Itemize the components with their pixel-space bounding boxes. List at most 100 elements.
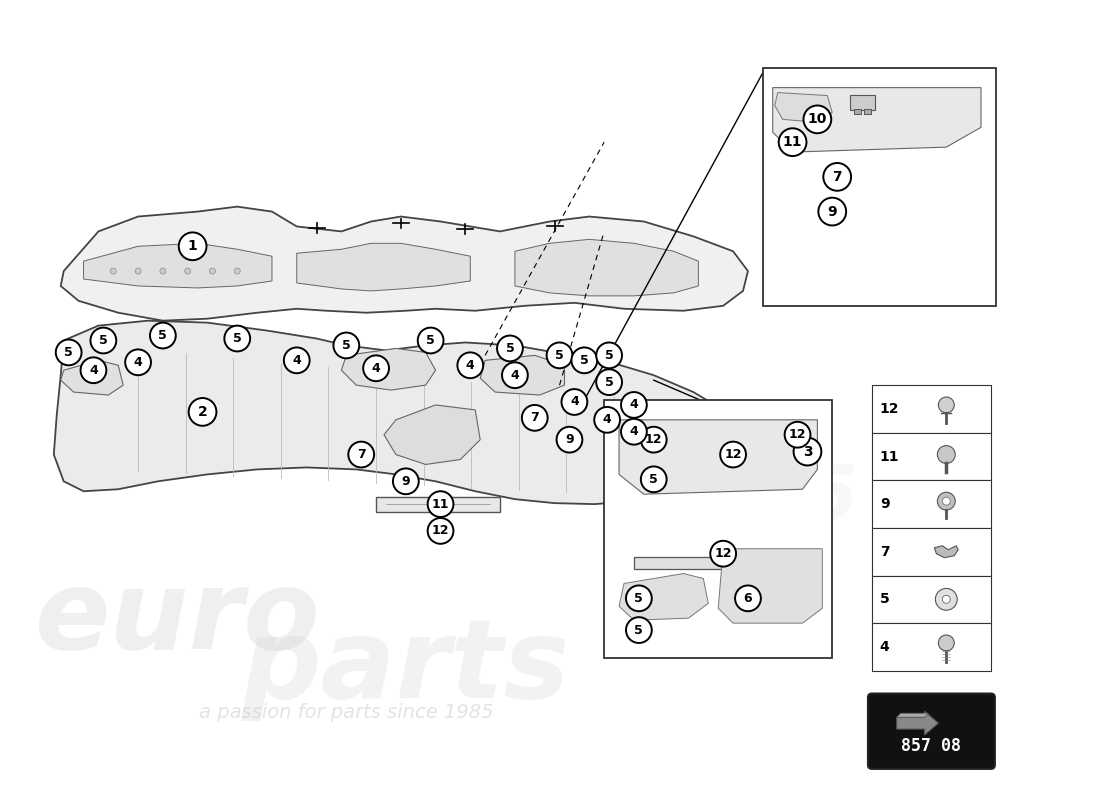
Text: 857 08: 857 08 xyxy=(901,737,961,755)
Text: 7: 7 xyxy=(530,411,539,424)
Polygon shape xyxy=(481,355,564,395)
Circle shape xyxy=(363,355,389,381)
Circle shape xyxy=(711,541,736,566)
Text: 5: 5 xyxy=(342,339,351,352)
Text: a passion for parts since 1985: a passion for parts since 1985 xyxy=(199,703,494,722)
Polygon shape xyxy=(934,546,958,558)
Text: 1985: 1985 xyxy=(647,462,859,536)
Circle shape xyxy=(561,389,587,415)
Text: parts: parts xyxy=(242,614,570,722)
Text: 12: 12 xyxy=(714,547,732,560)
Circle shape xyxy=(90,328,117,354)
Circle shape xyxy=(521,405,548,430)
Text: 1: 1 xyxy=(188,239,198,254)
Bar xyxy=(872,480,991,528)
Polygon shape xyxy=(384,405,481,465)
Circle shape xyxy=(935,589,957,610)
Circle shape xyxy=(393,469,419,494)
Circle shape xyxy=(110,268,117,274)
Text: 12: 12 xyxy=(789,428,806,442)
Circle shape xyxy=(160,268,166,274)
Circle shape xyxy=(333,333,360,358)
Circle shape xyxy=(641,466,667,492)
Text: 12: 12 xyxy=(724,448,741,461)
Bar xyxy=(872,575,991,623)
Text: 5: 5 xyxy=(426,334,434,347)
Circle shape xyxy=(418,328,443,354)
Text: 12: 12 xyxy=(432,525,449,538)
Circle shape xyxy=(803,106,832,134)
Text: 6: 6 xyxy=(744,592,752,605)
Polygon shape xyxy=(619,574,708,620)
Text: 5: 5 xyxy=(635,623,643,637)
Polygon shape xyxy=(84,243,272,288)
Polygon shape xyxy=(718,549,823,623)
Text: 4: 4 xyxy=(466,358,475,372)
Circle shape xyxy=(428,518,453,544)
Circle shape xyxy=(943,497,950,505)
Text: 12: 12 xyxy=(880,402,900,416)
Circle shape xyxy=(150,322,176,349)
Circle shape xyxy=(641,426,667,453)
Circle shape xyxy=(938,635,954,651)
Circle shape xyxy=(224,326,250,351)
Circle shape xyxy=(56,339,81,366)
Bar xyxy=(854,110,861,114)
Circle shape xyxy=(626,617,652,643)
Text: 7: 7 xyxy=(833,170,842,184)
Text: 4: 4 xyxy=(134,356,143,369)
Circle shape xyxy=(596,342,622,368)
Text: 3: 3 xyxy=(803,445,812,458)
Circle shape xyxy=(497,335,522,362)
Text: 4: 4 xyxy=(880,640,890,654)
Circle shape xyxy=(594,407,620,433)
Bar xyxy=(872,528,991,575)
Circle shape xyxy=(189,398,217,426)
Circle shape xyxy=(735,586,761,611)
Circle shape xyxy=(793,438,822,466)
Circle shape xyxy=(823,163,851,190)
Circle shape xyxy=(784,422,811,448)
Circle shape xyxy=(125,350,151,375)
Circle shape xyxy=(234,268,240,274)
Bar xyxy=(850,94,875,110)
Text: 7: 7 xyxy=(356,448,365,461)
Text: 4: 4 xyxy=(629,398,638,411)
Polygon shape xyxy=(515,239,698,296)
Text: 11: 11 xyxy=(880,450,900,463)
Bar xyxy=(864,110,871,114)
Bar xyxy=(762,68,996,306)
Text: 9: 9 xyxy=(402,475,410,488)
Circle shape xyxy=(209,268,216,274)
Bar xyxy=(872,623,991,670)
Text: 9: 9 xyxy=(565,433,574,446)
Text: 4: 4 xyxy=(293,354,301,367)
Circle shape xyxy=(458,352,483,378)
Polygon shape xyxy=(896,714,928,717)
Text: 5: 5 xyxy=(649,473,658,486)
Text: 10: 10 xyxy=(807,112,827,126)
Text: 5: 5 xyxy=(233,332,242,345)
Circle shape xyxy=(284,347,309,374)
Text: 5: 5 xyxy=(64,346,73,359)
Text: 12: 12 xyxy=(645,433,662,446)
Bar xyxy=(872,433,991,480)
Polygon shape xyxy=(376,497,500,512)
Text: 5: 5 xyxy=(605,349,614,362)
Text: 4: 4 xyxy=(372,362,381,374)
Circle shape xyxy=(428,491,453,517)
Polygon shape xyxy=(341,349,436,390)
FancyBboxPatch shape xyxy=(868,694,994,769)
Circle shape xyxy=(818,198,846,226)
Circle shape xyxy=(937,446,955,463)
Text: 2: 2 xyxy=(198,405,208,419)
Polygon shape xyxy=(297,243,471,291)
Text: 9: 9 xyxy=(880,497,890,511)
Text: 9: 9 xyxy=(827,205,837,218)
Circle shape xyxy=(626,586,652,611)
Text: 5: 5 xyxy=(158,329,167,342)
Circle shape xyxy=(621,419,647,445)
Polygon shape xyxy=(634,557,813,569)
Text: 5: 5 xyxy=(880,592,890,606)
Circle shape xyxy=(547,342,572,368)
